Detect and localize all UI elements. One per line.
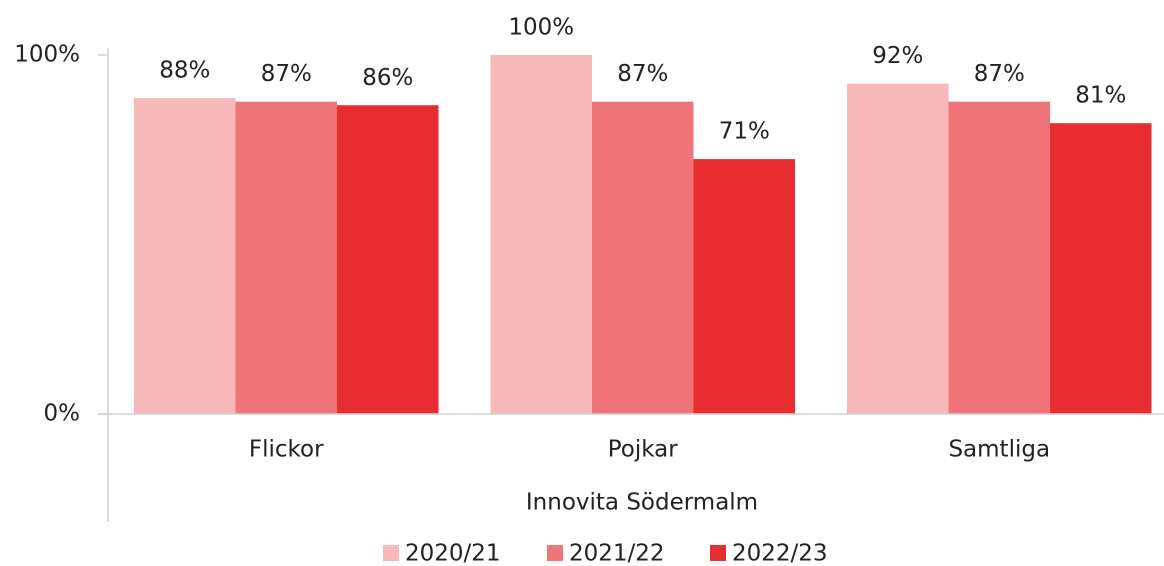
value-label: 87% xyxy=(261,61,312,87)
bar xyxy=(592,101,694,415)
y-tick-label: 0% xyxy=(44,401,81,427)
bar xyxy=(1050,123,1152,415)
bar xyxy=(490,55,592,414)
value-label: 87% xyxy=(974,61,1025,87)
value-label: 92% xyxy=(872,43,923,69)
bar xyxy=(693,159,795,414)
bar xyxy=(337,105,439,414)
x-axis-label: Innovita Södermalm xyxy=(526,490,758,516)
x-tick-label: Flickor xyxy=(249,437,324,463)
y-tick-label: 100% xyxy=(14,42,80,68)
value-label: 86% xyxy=(362,65,413,91)
x-tick-label: Pojkar xyxy=(608,437,679,463)
legend-label: 2022/23 xyxy=(732,541,828,566)
legend-label: 2020/21 xyxy=(405,541,501,566)
bar xyxy=(134,98,236,414)
value-label: 87% xyxy=(617,61,668,87)
value-label: 88% xyxy=(159,58,210,84)
bar xyxy=(235,101,337,415)
bar xyxy=(847,83,949,414)
legend-label: 2021/22 xyxy=(569,541,665,566)
bar xyxy=(948,101,1050,415)
value-label: 81% xyxy=(1075,83,1126,109)
legend-swatch xyxy=(383,545,399,561)
value-label: 100% xyxy=(508,15,574,41)
legend-swatch xyxy=(710,545,726,561)
x-tick-label: Samtliga xyxy=(948,437,1050,463)
legend-swatch xyxy=(547,545,563,561)
value-label: 71% xyxy=(719,119,770,145)
